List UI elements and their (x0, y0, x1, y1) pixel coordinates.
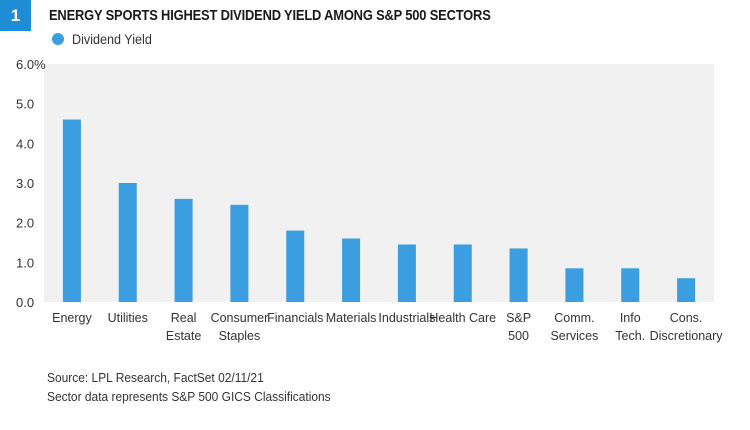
y-tick-label: 0.0 (16, 295, 34, 310)
bar (509, 248, 528, 302)
y-tick-label: 4.0 (16, 136, 34, 151)
bar (174, 198, 193, 302)
y-tick-label: 3.0 (16, 176, 34, 191)
y-tick-label: 1.0 (16, 255, 34, 270)
x-tick-label: Industrials (378, 311, 435, 325)
y-tick-label: 2.0 (16, 216, 34, 231)
figure-number-badge: 1 (0, 0, 31, 31)
legend: Dividend Yield (52, 31, 161, 47)
x-tick-label: Estate (166, 329, 201, 343)
x-tick-label: Staples (219, 329, 261, 343)
x-tick-label: Financials (267, 311, 323, 325)
bar (230, 204, 249, 302)
source-line-1: Source: LPL Research, FactSet 02/11/21 (47, 370, 264, 385)
y-tick-label: 6.0% (16, 57, 46, 72)
x-tick-label: Services (550, 329, 598, 343)
y-tick-label: 5.0 (16, 97, 34, 112)
bar (621, 268, 640, 302)
x-tick-label: Tech. (615, 329, 645, 343)
legend-label: Dividend Yield (72, 31, 152, 47)
bar (565, 268, 584, 302)
bar (342, 238, 361, 302)
x-tick-label: Materials (326, 311, 377, 325)
x-tick-label: Info (620, 311, 641, 325)
x-tick-label: S&P (506, 311, 531, 325)
bar (118, 183, 137, 302)
legend-dot-icon (52, 33, 64, 45)
x-tick-label: Utilities (108, 311, 148, 325)
plot-area (44, 64, 714, 302)
x-tick-label: Health Care (429, 311, 496, 325)
x-tick-label: 500 (508, 329, 529, 343)
x-tick-label: Real (171, 311, 197, 325)
x-tick-label: Comm. (554, 311, 594, 325)
x-tick-label: Discretionary (650, 329, 724, 343)
source-line-2: Sector data represents S&P 500 GICS Clas… (47, 389, 331, 404)
chart-title: ENERGY SPORTS HIGHEST DIVIDEND YIELD AMO… (49, 7, 491, 24)
x-tick-label: Cons. (670, 311, 703, 325)
source-note: Source: LPL Research, FactSet 02/11/21 S… (47, 368, 331, 406)
bar (397, 244, 416, 302)
bar (677, 278, 696, 302)
x-tick-label: Consumer (211, 311, 269, 325)
bar (453, 244, 472, 302)
x-tick-label: Energy (52, 311, 92, 325)
bar (62, 119, 81, 303)
bar (286, 230, 305, 302)
